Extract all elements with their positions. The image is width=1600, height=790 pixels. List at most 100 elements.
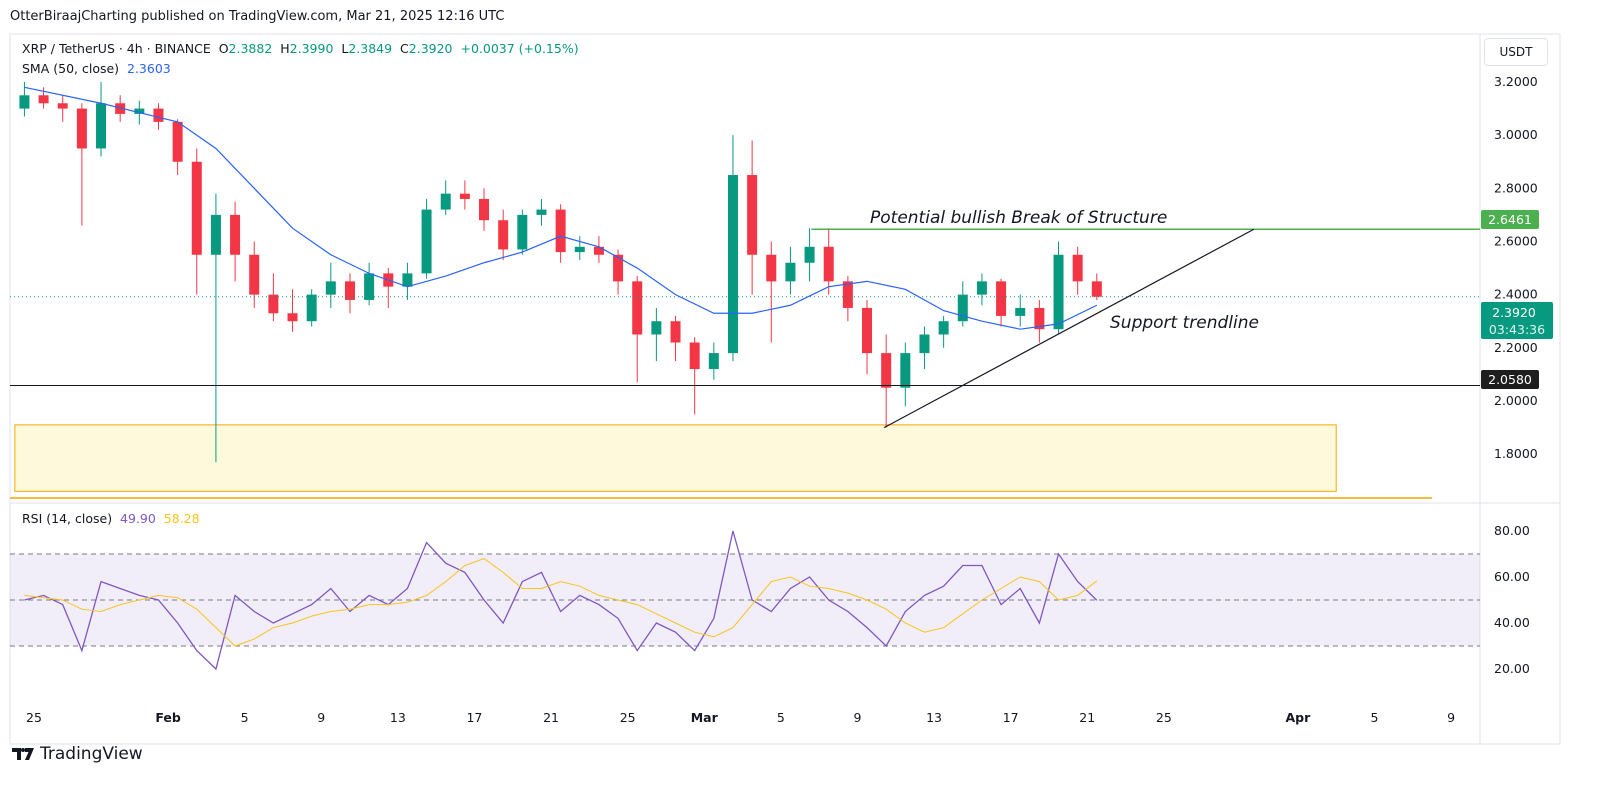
- trendline-annotation[interactable]: Support trendline: [1110, 313, 1259, 333]
- candle-body: [976, 281, 987, 295]
- time-tick-label: 21: [1079, 710, 1095, 725]
- price-tick-label: 2.8000: [1494, 180, 1538, 195]
- candle: [344, 273, 355, 314]
- rsi-pane: [10, 530, 1480, 671]
- rsi-tick-label: 40.00: [1494, 615, 1530, 630]
- high-label: H: [280, 41, 290, 56]
- candle: [115, 95, 126, 122]
- chart-frame: [9, 33, 1561, 745]
- rsi-legend[interactable]: RSI (14, close) 49.90 58.28: [22, 511, 200, 526]
- candle-body: [1034, 307, 1045, 330]
- low-value: 2.3849: [348, 41, 393, 56]
- time-tick-label: 5: [241, 710, 249, 725]
- candle: [402, 262, 413, 300]
- time-tick-label: 25: [620, 710, 636, 725]
- change-value: +0.0037 (+0.15%): [460, 41, 579, 56]
- rsi-label: RSI (14, close): [22, 511, 113, 526]
- candle: [976, 273, 987, 306]
- time-tick-label: 9: [1447, 710, 1455, 725]
- tradingview-logo-icon: [12, 748, 34, 760]
- candle: [76, 103, 87, 226]
- candle-body: [172, 121, 183, 162]
- candle: [1015, 294, 1026, 327]
- candle-body: [842, 281, 853, 308]
- price-tick-label: 2.2000: [1494, 340, 1538, 355]
- candle: [651, 307, 662, 362]
- candle: [555, 204, 566, 263]
- sma-legend[interactable]: SMA (50, close) 2.3603: [22, 61, 171, 76]
- candle-body: [134, 108, 145, 114]
- time-tick-label: 13: [390, 710, 406, 725]
- candle-body: [823, 246, 834, 282]
- candle: [440, 180, 451, 215]
- candle-body: [498, 220, 509, 250]
- candle-body: [727, 175, 738, 354]
- candle: [1091, 273, 1102, 300]
- price-tick-label: 1.8000: [1494, 446, 1538, 461]
- badge-bos-text: 2.6461: [1488, 212, 1532, 227]
- candle: [823, 228, 834, 295]
- candle: [919, 326, 930, 370]
- tradingview-wordmark: TradingView: [40, 744, 143, 764]
- candle-body: [191, 161, 202, 255]
- candle: [230, 201, 241, 282]
- price-tick-label: 3.2000: [1494, 74, 1538, 89]
- badge-countdown: 03:43:36: [1489, 322, 1545, 337]
- candle-body: [459, 193, 470, 199]
- symbol-name[interactable]: XRP / TetherUS · 4h · BINANCE: [22, 41, 211, 56]
- candle-body: [593, 246, 604, 255]
- candle-body: [249, 254, 260, 295]
- candle-body: [344, 281, 355, 300]
- time-tick-label: Feb: [155, 710, 181, 725]
- badge-last-price: 2.3920 03:43:36: [1481, 302, 1553, 339]
- rsi-value: 49.90: [120, 511, 156, 526]
- candle-body: [1053, 254, 1064, 330]
- badge-support-text: 2.0580: [1488, 372, 1532, 387]
- axes-layer: 3.2000 3.0000 2.8000 2.6000 2.4000 2.2000 2.00…: [26, 74, 1538, 725]
- candle: [670, 315, 681, 362]
- tradingview-logo[interactable]: TradingView: [12, 744, 143, 764]
- candle-body: [689, 342, 700, 370]
- candle: [479, 188, 490, 231]
- candle: [708, 342, 719, 380]
- candle: [996, 278, 1007, 327]
- time-tick-label: 25: [1156, 710, 1172, 725]
- price-tick-label: 3.0000: [1494, 127, 1538, 142]
- candle-body: [268, 294, 279, 314]
- candle-body: [900, 353, 911, 388]
- rsi-line: [24, 530, 1098, 671]
- time-tick-label: 5: [1371, 710, 1379, 725]
- candle-body: [804, 246, 815, 263]
- time-tick-label: 17: [466, 710, 482, 725]
- candle: [766, 241, 777, 343]
- candle: [421, 198, 432, 279]
- candle-body: [613, 254, 624, 282]
- open-label: O: [218, 41, 229, 56]
- support-trendline: [883, 228, 1255, 429]
- candle: [881, 334, 892, 428]
- demand-zone: [14, 424, 1337, 492]
- time-tick-label: 21: [543, 710, 559, 725]
- candle-body: [402, 273, 413, 287]
- price-tick-label: 2.0000: [1494, 393, 1538, 408]
- candle-body: [766, 254, 777, 282]
- published-caption: OtterBiraajCharting published on Trading…: [10, 9, 505, 24]
- candle-body: [708, 353, 719, 370]
- candle-body: [440, 193, 451, 210]
- drawings-layer: [10, 228, 1480, 429]
- rsi-ma-value: 58.28: [163, 511, 200, 526]
- candle: [1034, 299, 1045, 343]
- price-tick-label: 2.4000: [1494, 287, 1538, 302]
- candle: [19, 82, 30, 117]
- badge-last-text: 2.3920: [1492, 305, 1536, 320]
- time-tick-label: 17: [1003, 710, 1019, 725]
- bos-annotation[interactable]: Potential bullish Break of Structure: [870, 208, 1167, 228]
- candle-body: [919, 334, 930, 354]
- time-tick-label: 13: [926, 710, 942, 725]
- candle: [325, 262, 336, 308]
- currency-button[interactable]: USDT: [1484, 38, 1548, 66]
- badge-support: 2.0580: [1481, 370, 1539, 389]
- candle-body: [325, 281, 336, 295]
- candle-body: [57, 103, 68, 109]
